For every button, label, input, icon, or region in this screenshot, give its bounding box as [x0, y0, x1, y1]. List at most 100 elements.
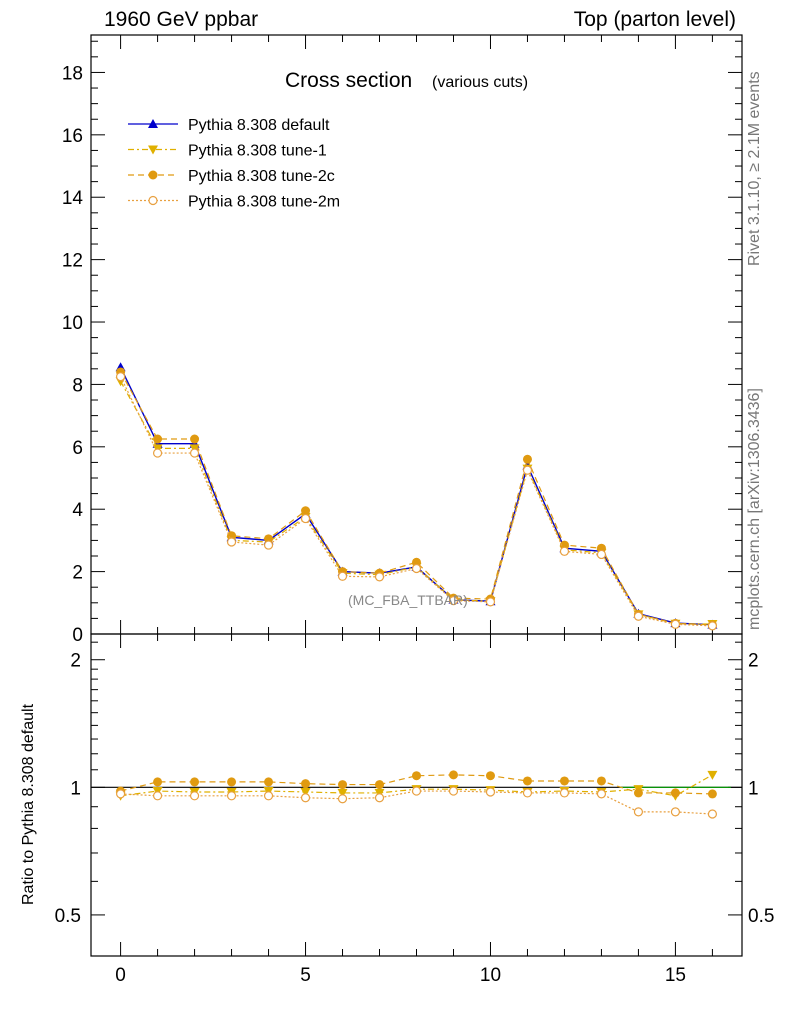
main-ytick-label: 4: [72, 500, 83, 521]
data-point: [411, 786, 422, 796]
data-point: [596, 789, 607, 799]
data-point: [300, 787, 311, 797]
watermark-label: (MC_FBA_TTBAR): [348, 592, 468, 608]
main-ytick-label: 18: [62, 63, 83, 84]
main-ytick-label: 6: [72, 438, 83, 459]
data-point: [411, 563, 422, 574]
data-point: [153, 434, 163, 444]
data-point: [485, 787, 496, 797]
data-point: [522, 788, 533, 798]
legend-entry-label: Pythia 8.308 tune-1: [188, 143, 327, 160]
data-point: [226, 791, 237, 801]
data-point: [374, 572, 385, 582]
data-point: [374, 793, 385, 803]
data-point: [337, 571, 348, 581]
ratio-xtick-label: 5: [300, 965, 311, 986]
data-point: [633, 611, 644, 621]
main-ytick-label: 0: [72, 625, 83, 646]
data-point: [707, 770, 718, 780]
main-ytick-label: 2: [72, 563, 83, 584]
main-series-layer: [115, 362, 718, 631]
data-point: [448, 770, 458, 780]
legend-entry-label: Pythia 8.308 default: [188, 117, 330, 134]
data-point: [448, 596, 459, 606]
data-point: [670, 807, 681, 817]
ratio-ytick-label: 1: [70, 778, 81, 799]
data-point: [485, 771, 495, 781]
data-point: [337, 794, 348, 804]
main-ytick-label: 8: [72, 375, 83, 396]
ratio-xtick-label: 10: [480, 965, 501, 986]
data-point: [375, 780, 385, 790]
legend-marker: [148, 195, 158, 206]
data-point: [559, 776, 569, 786]
data-point: [190, 777, 200, 787]
data-point: [596, 549, 607, 560]
data-point: [559, 546, 570, 556]
ratio-axis-ticks: 0.5 0.5 1 1 2 2 0 5 10 15: [55, 634, 774, 986]
data-point: [596, 776, 606, 786]
data-point: [152, 448, 163, 458]
ratio-xtick-label: 15: [665, 965, 686, 986]
data-point: [707, 621, 718, 631]
data-point: [485, 597, 496, 607]
data-point: [301, 506, 311, 516]
ratio-ytick-label-right: 0.5: [748, 906, 774, 927]
legend: Pythia 8.308 default Pythia 8.308 tune-1 P…: [128, 117, 340, 211]
data-point: [226, 537, 237, 547]
chart-title: Cross section: [285, 69, 412, 92]
data-point: [670, 788, 680, 798]
ratio-xtick-label: 0: [115, 965, 126, 986]
data-point: [670, 619, 681, 629]
data-point: [633, 807, 644, 817]
series-pythia-8-308-default: [115, 362, 718, 629]
main-ytick-label: 16: [62, 126, 83, 147]
series-pythia-8-308-tune-2c: [116, 367, 717, 630]
ratio-y-axis-label: Ratio to Pythia 8.308 default: [20, 703, 37, 905]
main-ytick-label: 12: [62, 251, 83, 272]
main-ytick-label: 10: [62, 313, 83, 334]
data-point: [301, 779, 311, 789]
series-line: [119, 366, 713, 626]
legend-marker: [148, 170, 158, 180]
data-point: [152, 791, 163, 801]
data-point: [115, 372, 126, 382]
side-label-mcplots: mcplots.cern.ch [arXiv:1306.3436]: [746, 388, 763, 630]
data-point: [300, 793, 311, 803]
series-line: [120, 371, 713, 626]
data-point: [190, 434, 200, 444]
data-point: [707, 809, 718, 819]
legend-entry-label: Pythia 8.308 tune-2c: [188, 168, 335, 185]
data-point: [227, 777, 237, 787]
ratio-ytick-label-right: 2: [748, 651, 759, 672]
data-point: [263, 540, 274, 550]
data-point: [522, 776, 532, 786]
data-point: [115, 789, 126, 799]
legend-marker: [148, 145, 158, 155]
ratio-ytick-label: 0.5: [55, 906, 81, 927]
header-left-label: 1960 GeV ppbar: [104, 8, 259, 31]
legend-entry-label: Pythia 8.308 tune-2m: [188, 194, 340, 211]
data-point: [300, 513, 311, 524]
header-right-label: Top (parton level): [573, 8, 736, 31]
side-label-rivet: Rivet 3.1.10, ≥ 2.1M events: [746, 71, 763, 266]
ratio-ytick-label: 2: [70, 651, 81, 672]
main-axis-ticks: 0 2 4 6 8 10 12 14 16 18: [62, 35, 742, 646]
data-point: [448, 786, 459, 796]
series-pythia-8-308-tune-2m: [115, 786, 718, 819]
data-point: [559, 788, 570, 798]
data-point: [153, 777, 163, 787]
ratio-series-layer: [91, 770, 742, 819]
data-point: [189, 791, 200, 801]
data-point: [412, 771, 421, 781]
legend-marker: [148, 119, 158, 128]
data-point: [263, 791, 274, 801]
data-point: [633, 788, 643, 798]
data-point: [189, 448, 200, 458]
data-point: [707, 789, 717, 799]
series-pythia-8-308-tune-2m: [115, 372, 718, 631]
data-point: [522, 454, 532, 464]
ratio-ytick-label-right: 1: [748, 778, 759, 799]
chart-subtitle: (various cuts): [432, 74, 528, 91]
